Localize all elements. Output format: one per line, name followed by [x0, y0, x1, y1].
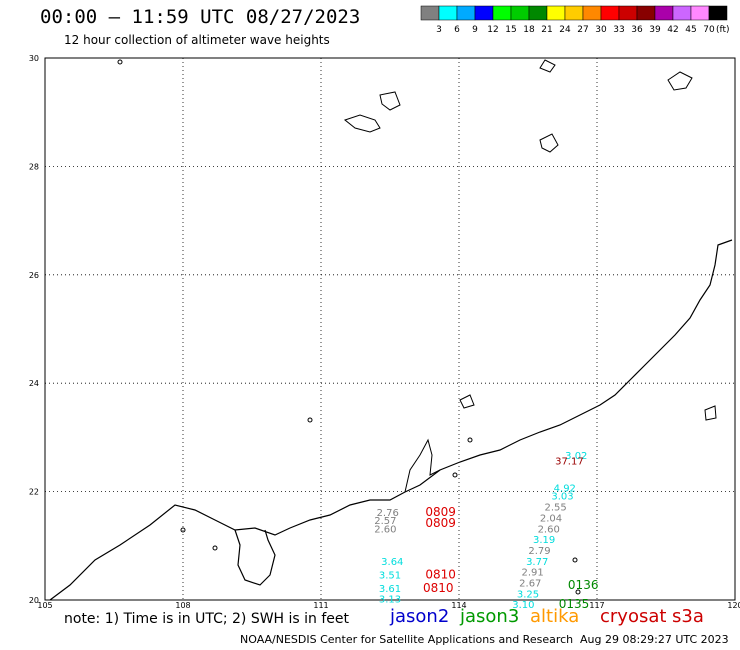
- wave-height-label: 3.25: [517, 589, 539, 600]
- satellite-s3a: s3a: [672, 606, 704, 627]
- lon-tick-label: 111: [313, 601, 328, 610]
- legend-label: 42: [667, 25, 678, 35]
- wave-height-label: 2.67: [519, 578, 541, 589]
- coastline: [49, 239, 733, 601]
- lon-tick-label: 120: [727, 601, 740, 610]
- wave-height-label: 2.60: [374, 524, 396, 535]
- lat-tick-label: 26: [29, 271, 39, 280]
- lat-tick-label: 24: [29, 379, 39, 388]
- legend-label: 9: [472, 25, 478, 35]
- wave-height-label: 2.91: [521, 568, 543, 579]
- wave-height-label: 2.55: [544, 503, 566, 514]
- island: [212, 545, 218, 551]
- inland-water-outline: [343, 114, 381, 133]
- island: [117, 59, 123, 65]
- legend-unit: (ft): [716, 25, 730, 35]
- inland-water-outline: [539, 59, 556, 73]
- island: [307, 417, 313, 423]
- legend-label: 39: [649, 25, 661, 35]
- legend-label: 45: [685, 25, 696, 35]
- pass-time-label: 0809: [425, 505, 456, 519]
- legend-label: 27: [577, 25, 588, 35]
- satellite-altika: altika: [530, 606, 580, 627]
- wave-height-label: 3.10: [512, 600, 534, 611]
- lon-tick-label: 108: [175, 601, 190, 610]
- pass-time-label: 0136: [568, 578, 599, 592]
- wave-height-label: 3.61: [379, 584, 401, 595]
- wave-height-label: 37.17: [555, 457, 584, 468]
- legend-label: 6: [454, 25, 460, 35]
- wave-height-label: 3.51: [379, 570, 401, 581]
- wave-height-label: 3.64: [381, 557, 403, 568]
- pass-time-label: 0135: [559, 597, 590, 611]
- wave-height-label: 3.77: [526, 557, 548, 568]
- lon-tick-label: 117: [589, 601, 604, 610]
- lat-tick-label: 28: [29, 162, 39, 171]
- legend-label: 3: [436, 25, 442, 35]
- map-title: 00:00 – 11:59 UTC 08/27/2023: [40, 6, 361, 28]
- island: [180, 527, 186, 533]
- wave-height-label: 3.03: [551, 492, 573, 503]
- legend-label: 24: [559, 25, 571, 35]
- footer-note: note: 1) Time is in UTC; 2) SWH is in fe…: [64, 611, 350, 627]
- estuary-coast: [404, 438, 441, 493]
- legend-label: 30: [595, 25, 607, 35]
- wave-height-label: 3.13: [379, 595, 401, 606]
- legend-swatch: [708, 5, 728, 21]
- map-subtitle: 12 hour collection of altimeter wave hei…: [64, 33, 330, 47]
- footer-credit: NOAA/NESDIS Center for Satellite Applica…: [240, 633, 574, 646]
- island: [572, 557, 578, 563]
- wave-height-label: 2.04: [540, 513, 562, 524]
- island: [575, 589, 581, 595]
- island: [467, 437, 473, 443]
- lat-tick-label: 30: [29, 54, 39, 63]
- pass-time-label: 0810: [423, 581, 454, 595]
- wave-height-label: 2.60: [538, 524, 560, 535]
- pass-time-label: 0810: [425, 567, 456, 581]
- footer-timestamp: Aug 29 08:29:27 UTC 2023: [580, 633, 729, 646]
- lon-tick-label: 105: [37, 601, 52, 610]
- island: [452, 472, 458, 478]
- color-legend: 3 6 9 12 15 18 21 24 27 30 33 36 39 42 45 70 (ft): [420, 5, 730, 35]
- inland-water-outline: [704, 405, 717, 421]
- wave-height-label: 2.79: [528, 546, 550, 557]
- inland-water-outline: [459, 394, 475, 409]
- lon-tick-label: 114: [451, 601, 466, 610]
- satellite-jason3: jason3: [460, 606, 520, 627]
- peninsula-coast: [234, 529, 276, 586]
- legend-label: 21: [541, 25, 552, 35]
- inland-water-outline: [539, 133, 559, 153]
- satellite-jason2: jason2: [390, 606, 450, 627]
- inland-water-outline: [379, 91, 401, 111]
- wave-height-label: 2.57: [374, 516, 396, 527]
- legend-label: 70: [703, 25, 715, 35]
- wave-height-label: 3.19: [533, 535, 555, 546]
- legend-label: 18: [523, 25, 535, 35]
- wave-height-label: 3.02: [565, 451, 587, 462]
- legend-label: 12: [487, 25, 498, 35]
- lat-tick-label: 20: [29, 596, 39, 605]
- legend-label: 15: [505, 25, 516, 35]
- satellite-cryosat: cryosat: [600, 606, 667, 627]
- wave-height-label: 2.76: [377, 508, 399, 519]
- pass-time-label: 0809: [425, 516, 456, 530]
- inland-water-outline: [667, 71, 693, 91]
- legend-label: 33: [613, 25, 624, 35]
- lat-tick-label: 22: [29, 488, 39, 497]
- legend-label: 36: [631, 25, 643, 35]
- wave-height-label: 4.92: [554, 484, 576, 495]
